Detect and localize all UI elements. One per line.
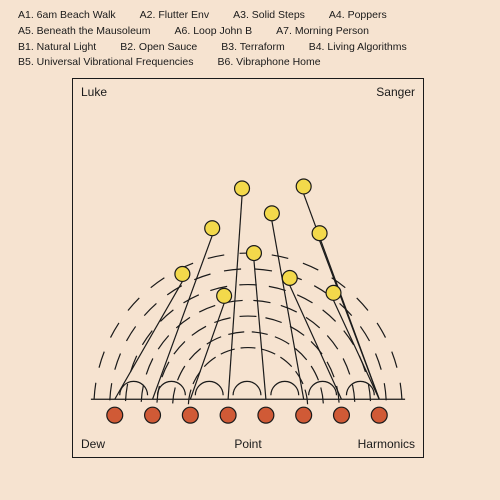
track: A2. Flutter Env — [140, 9, 209, 21]
artwork-svg — [73, 79, 423, 457]
track: B6. Vibraphone Home — [217, 56, 320, 68]
track: B3. Terraform — [221, 41, 284, 53]
track: A7. Morning Person — [276, 25, 369, 37]
track: B5. Universal Vibrational Frequencies — [18, 56, 193, 68]
track: A3. Solid Steps — [233, 9, 305, 21]
track: A1. 6am Beach Walk — [18, 9, 116, 21]
track: B4. Living Algorithms — [309, 41, 407, 53]
track: A5. Beneath the Mausoleum — [18, 25, 151, 37]
track: A4. Poppers — [329, 9, 387, 21]
tracklist: A1. 6am Beach Walk A2. Flutter Env A3. Sol… — [0, 0, 500, 71]
track: B1. Natural Light — [18, 41, 96, 53]
track: B2. Open Sauce — [120, 41, 197, 53]
track: A6. Loop John B — [175, 25, 253, 37]
artwork-frame: Luke Sanger Dew Point Harmonics — [72, 78, 424, 458]
